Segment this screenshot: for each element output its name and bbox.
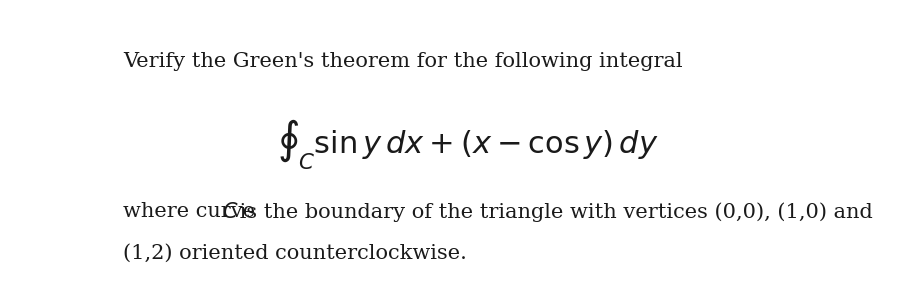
Text: Verify the Green's theorem for the following integral: Verify the Green's theorem for the follo…	[123, 52, 682, 71]
Text: where curve: where curve	[123, 202, 261, 221]
Text: (1,2) oriented counterclockwise.: (1,2) oriented counterclockwise.	[123, 244, 466, 263]
Text: is the boundary of the triangle with vertices (0,0), (1,0) and: is the boundary of the triangle with ver…	[232, 202, 872, 222]
Text: $C$: $C$	[222, 202, 239, 222]
Text: $\oint_C \sin y\,dx + (x - \cos y)\,dy$: $\oint_C \sin y\,dx + (x - \cos y)\,dy$	[276, 117, 658, 172]
